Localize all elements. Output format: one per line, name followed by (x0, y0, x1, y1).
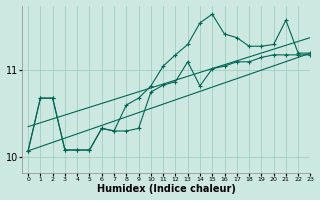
X-axis label: Humidex (Indice chaleur): Humidex (Indice chaleur) (97, 184, 236, 194)
